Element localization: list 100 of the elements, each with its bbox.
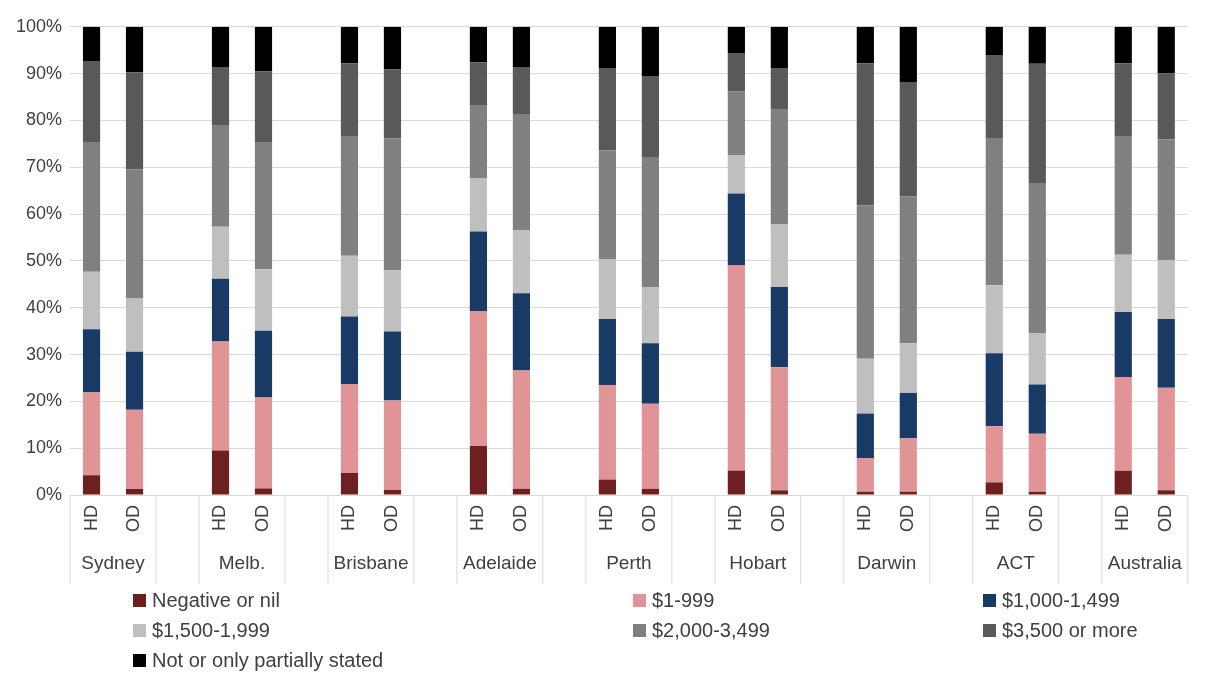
bar bbox=[598, 384, 616, 480]
bar bbox=[254, 330, 273, 398]
x-tick-label: OD bbox=[897, 505, 918, 532]
bar bbox=[254, 269, 273, 331]
bar bbox=[383, 26, 402, 70]
bar bbox=[598, 479, 616, 495]
bar bbox=[1114, 135, 1132, 255]
bar bbox=[383, 270, 402, 332]
bar bbox=[211, 125, 230, 227]
x-tick-label: OD bbox=[1155, 505, 1176, 532]
bar bbox=[383, 138, 402, 271]
bar bbox=[469, 26, 488, 63]
text: Sydney bbox=[81, 552, 146, 574]
bar bbox=[770, 26, 788, 68]
legend-label: $2,000-3,499 bbox=[652, 618, 770, 643]
bar bbox=[512, 26, 531, 68]
x-tick-label: HD bbox=[596, 505, 617, 531]
bar bbox=[512, 230, 531, 294]
bar bbox=[770, 109, 788, 225]
bar bbox=[512, 370, 531, 489]
bar bbox=[598, 68, 616, 151]
text: Melb. bbox=[218, 552, 266, 574]
bar bbox=[82, 329, 101, 392]
bar bbox=[770, 287, 788, 368]
bar bbox=[985, 426, 1003, 483]
bar bbox=[899, 196, 917, 344]
bar bbox=[383, 400, 402, 490]
legend-label: $3,500 or more bbox=[1002, 618, 1138, 643]
y-tick-label: 10% bbox=[26, 437, 63, 458]
bar bbox=[727, 26, 745, 54]
bar bbox=[770, 367, 788, 491]
bar bbox=[1114, 470, 1132, 495]
bar bbox=[985, 353, 1003, 427]
bar bbox=[641, 343, 659, 404]
y-tick-label: 70% bbox=[26, 156, 63, 177]
bar bbox=[1028, 491, 1046, 495]
bar bbox=[1028, 333, 1046, 385]
x-tick-label: HD bbox=[1112, 505, 1133, 531]
bar bbox=[1157, 26, 1175, 74]
bar bbox=[1028, 183, 1046, 334]
legend-label: Negative or nil bbox=[152, 588, 280, 613]
bar bbox=[82, 271, 101, 330]
bar bbox=[598, 318, 616, 385]
bar bbox=[340, 135, 359, 256]
bar bbox=[899, 26, 917, 83]
bar bbox=[856, 413, 874, 459]
legend-label: $1,000-1,499 bbox=[1002, 588, 1120, 613]
bar bbox=[1114, 377, 1132, 471]
bar bbox=[340, 384, 359, 473]
bar bbox=[899, 82, 917, 197]
bar bbox=[1114, 254, 1132, 312]
bar bbox=[856, 358, 874, 414]
bar bbox=[641, 488, 659, 495]
x-tick-label: HD bbox=[854, 505, 875, 531]
bar bbox=[1157, 318, 1175, 388]
bar bbox=[727, 470, 745, 495]
bar bbox=[770, 68, 788, 110]
x-tick-label: HD bbox=[983, 505, 1004, 531]
bar bbox=[125, 488, 144, 495]
bar bbox=[899, 392, 917, 439]
text: ACT bbox=[996, 552, 1036, 574]
x-tick-label: HD bbox=[725, 505, 746, 531]
legend-label: $1-999 bbox=[652, 588, 715, 613]
bar bbox=[125, 26, 144, 73]
x-tick-label: OD bbox=[381, 505, 402, 532]
bar bbox=[1114, 63, 1132, 136]
bar bbox=[211, 341, 230, 451]
bar bbox=[82, 60, 101, 142]
bar bbox=[211, 278, 230, 342]
bar bbox=[1157, 259, 1175, 319]
bar bbox=[985, 138, 1003, 286]
bar bbox=[856, 205, 874, 359]
bar bbox=[340, 63, 359, 136]
bar bbox=[211, 226, 230, 279]
bar bbox=[641, 26, 659, 76]
y-tick-label: 30% bbox=[26, 343, 63, 364]
bar bbox=[469, 62, 488, 105]
bar bbox=[1028, 433, 1046, 492]
bar bbox=[1157, 139, 1175, 260]
bar bbox=[1114, 311, 1132, 378]
bar bbox=[211, 450, 230, 495]
x-tick-label: HD bbox=[338, 505, 359, 531]
bar bbox=[125, 169, 144, 298]
bar bbox=[254, 71, 273, 142]
y-tick-label: 90% bbox=[26, 62, 63, 83]
bar bbox=[1157, 387, 1175, 491]
bar bbox=[899, 438, 917, 492]
legend-label: Not or only partially stated bbox=[152, 648, 384, 673]
bar bbox=[469, 445, 488, 495]
bar bbox=[1028, 63, 1046, 184]
legend-label: $1,500-1,999 bbox=[152, 618, 270, 643]
bar bbox=[899, 343, 917, 393]
bar bbox=[598, 150, 616, 260]
bar bbox=[340, 473, 359, 495]
bar bbox=[340, 255, 359, 317]
bar bbox=[469, 231, 488, 311]
x-tick-label: OD bbox=[1026, 505, 1047, 532]
y-tick-label: 0% bbox=[36, 483, 63, 504]
bar bbox=[254, 397, 273, 489]
bar bbox=[770, 490, 788, 495]
